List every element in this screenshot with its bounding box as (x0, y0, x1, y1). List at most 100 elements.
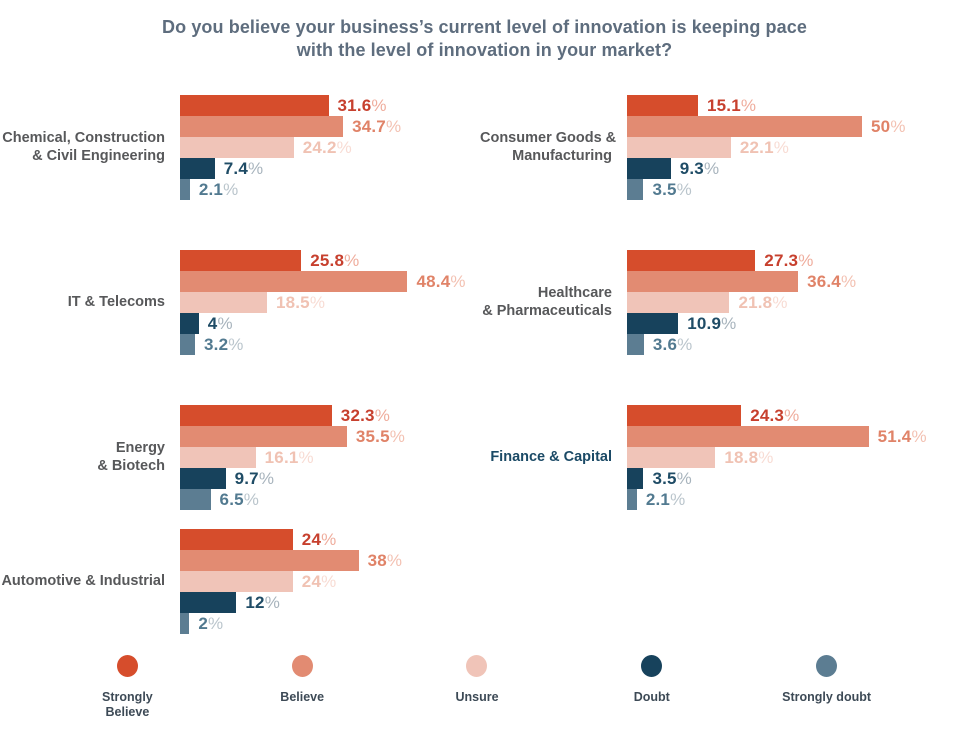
bar-row-strongly-doubt: 2.1% (180, 179, 480, 200)
legend-item-unsure: Unsure (390, 655, 565, 720)
value-number: 9.7 (234, 469, 259, 488)
chart-row: Energy & Biotech 32.3% 35.5% 16.1% 9.7% 6.5% F… (0, 405, 969, 510)
bar-unsure (180, 447, 256, 468)
bar-row-strongly-believe: 32.3% (180, 405, 480, 426)
bar-row-believe: 38% (180, 550, 480, 571)
percent-sign: % (676, 180, 692, 199)
bar-unsure (180, 292, 267, 313)
value-number: 51.4 (877, 427, 912, 446)
bar-row-doubt: 9.3% (627, 158, 969, 179)
bar-row-believe: 34.7% (180, 116, 480, 137)
bar-row-believe: 50% (627, 116, 969, 137)
value-number: 50 (871, 117, 891, 136)
bar-strongly-believe (180, 250, 302, 271)
percent-sign: % (371, 96, 387, 115)
percent-sign: % (264, 593, 281, 612)
bar-row-unsure: 18.5% (180, 292, 480, 313)
value-label: 38% (368, 550, 403, 571)
percent-sign: % (258, 469, 275, 488)
bar-row-believe: 36.4% (627, 271, 969, 292)
bar-strongly-doubt (180, 489, 211, 510)
value-number: 18.8 (724, 448, 759, 467)
value-label: 4% (208, 313, 233, 334)
percent-sign: % (703, 159, 720, 178)
bar-doubt (627, 158, 671, 179)
bar-strongly-doubt (627, 334, 644, 355)
value-number: 35.5 (355, 427, 390, 446)
bar-row-unsure: 24.2% (180, 137, 480, 158)
bar-strongly-doubt (180, 613, 190, 634)
value-label: 3.6% (653, 334, 693, 355)
industry-group: Automotive & Industrial 24% 38% 24% 12% 2% (0, 529, 480, 634)
bar-strongly-doubt (180, 334, 196, 355)
bar-row-believe: 35.5% (180, 426, 480, 447)
value-number: 2.1 (645, 490, 671, 509)
bar-strongly-doubt (180, 179, 190, 200)
value-label: 35.5% (356, 426, 405, 447)
legend-item-doubt: Doubt (564, 655, 739, 720)
value-label: 9.3% (680, 158, 720, 179)
value-number: 3.6 (652, 335, 678, 354)
value-number: 21.8 (738, 293, 773, 312)
value-number: 12 (245, 593, 265, 612)
value-label: 36.4% (807, 271, 856, 292)
bar-row-strongly-believe: 15.1% (627, 95, 969, 116)
bar-row-strongly-believe: 27.3% (627, 250, 969, 271)
bar-row-strongly-doubt: 2% (180, 613, 480, 634)
value-number: 4 (207, 314, 218, 333)
value-number: 9.3 (679, 159, 704, 178)
industry-label: Finance & Capital (490, 448, 612, 465)
percent-sign: % (721, 314, 737, 333)
bar-row-doubt: 7.4% (180, 158, 480, 179)
bar-strongly-doubt (627, 489, 637, 510)
percent-sign: % (228, 335, 244, 354)
value-number: 27.3 (764, 251, 799, 270)
bar-believe (180, 116, 344, 137)
percent-sign: % (223, 180, 239, 199)
bar-doubt (180, 158, 215, 179)
legend-item-believe: Believe (215, 655, 390, 720)
industry-label: IT & Telecoms (67, 293, 165, 310)
chart-row: Chemical, Construction & Civil Engineeri… (0, 95, 969, 200)
percent-sign: % (670, 490, 686, 509)
legend-label: Strongly Believe (102, 690, 153, 719)
industry-label: Chemical, Construction & Civil Engineeri… (2, 130, 165, 164)
bar-row-strongly-doubt: 2.1% (627, 489, 969, 510)
bar-row-strongly-believe: 24.3% (627, 405, 969, 426)
percent-sign: % (298, 448, 314, 467)
bar-doubt (627, 313, 679, 334)
percent-sign: % (321, 530, 337, 549)
value-label: 15.1% (707, 95, 756, 116)
percent-sign: % (243, 490, 260, 509)
percent-sign: % (773, 138, 790, 157)
industry-group: Finance & Capital 24.3% 51.4% 18.8% 3.5% 2.1% (480, 405, 969, 510)
chart-title: Do you believe your business’s current l… (162, 17, 807, 60)
legend-dot-unsure-icon (466, 655, 488, 677)
chart-rows: Chemical, Construction & Civil Engineeri… (0, 95, 969, 634)
legend-label: Unsure (455, 690, 499, 704)
value-label: 24.3% (750, 405, 799, 426)
legend-dot-strongly-believe-icon (116, 655, 138, 677)
value-number: 7.4 (223, 159, 248, 178)
value-number: 10.9 (687, 314, 722, 333)
bar-strongly-believe (627, 250, 756, 271)
percent-sign: % (248, 159, 264, 178)
bar-believe (627, 271, 799, 292)
value-label: 34.7% (352, 116, 401, 137)
percent-sign: % (798, 251, 814, 270)
bar-doubt (180, 313, 199, 334)
value-label: 24% (302, 571, 337, 592)
value-number: 24.2 (302, 138, 337, 157)
bar-believe (180, 550, 359, 571)
bar-strongly-believe (180, 95, 329, 116)
legend-dot-doubt-icon (641, 655, 663, 677)
bar-unsure (180, 137, 294, 158)
percent-sign: % (890, 117, 906, 136)
bar-strongly-believe (180, 529, 293, 550)
value-label: 51.4% (878, 426, 927, 447)
value-label: 18.8% (724, 447, 773, 468)
percent-sign: % (386, 551, 403, 570)
value-label: 2.1% (199, 179, 239, 200)
value-number: 18.5 (275, 293, 310, 312)
percent-sign: % (374, 406, 391, 425)
